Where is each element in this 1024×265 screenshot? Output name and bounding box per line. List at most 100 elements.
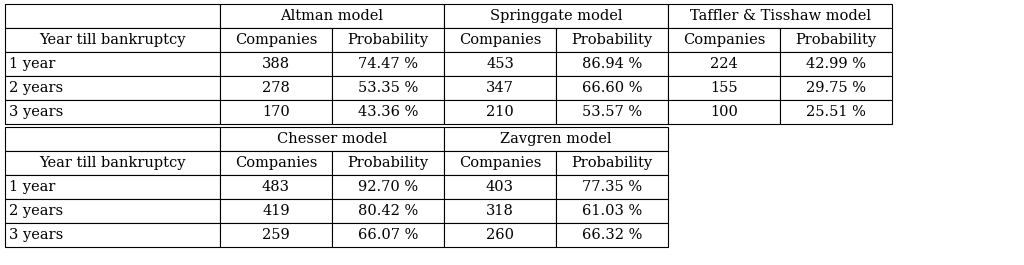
Bar [780,28,892,52]
Text: 66.07 %: 66.07 % [357,228,418,242]
Text: 66.60 %: 66.60 % [582,81,642,95]
Bar [220,100,332,124]
Text: 278: 278 [262,81,290,95]
Text: 2 years: 2 years [9,81,63,95]
Text: Chesser model: Chesser model [276,132,387,146]
Bar [5,100,220,124]
Bar [332,175,444,199]
Text: Probability: Probability [571,156,652,170]
Bar [556,76,668,100]
Text: 100: 100 [710,105,738,119]
Bar [668,52,780,76]
Text: 170: 170 [262,105,290,119]
Text: 403: 403 [486,180,514,194]
Text: 210: 210 [486,105,514,119]
Text: 1 year: 1 year [9,180,55,194]
Bar [332,199,444,223]
Bar [5,76,220,100]
Text: 260: 260 [486,228,514,242]
Text: Companies: Companies [683,33,765,47]
Bar [444,199,556,223]
Bar [5,4,220,28]
Bar [220,76,332,100]
Text: Taffler & Tisshaw model: Taffler & Tisshaw model [689,9,870,23]
Bar [556,199,668,223]
Bar [5,223,220,247]
Bar [5,28,220,52]
Text: 3 years: 3 years [9,105,63,119]
Bar [220,4,444,28]
Bar [220,199,332,223]
Text: 86.94 %: 86.94 % [582,57,642,71]
Text: 1 year: 1 year [9,57,55,71]
Text: Probability: Probability [571,33,652,47]
Text: 347: 347 [486,81,514,95]
Bar [780,76,892,100]
Text: 77.35 %: 77.35 % [582,180,642,194]
Bar [668,100,780,124]
Bar [5,127,220,151]
Bar [444,127,668,151]
Text: 318: 318 [486,204,514,218]
Bar [332,28,444,52]
Bar [220,223,332,247]
Text: 483: 483 [262,180,290,194]
Bar [332,76,444,100]
Bar [444,100,556,124]
Text: Year till bankruptcy: Year till bankruptcy [39,33,185,47]
Text: Zavgren model: Zavgren model [501,132,611,146]
Bar [444,223,556,247]
Text: Probability: Probability [347,33,429,47]
Text: 419: 419 [262,204,290,218]
Bar [220,175,332,199]
Bar [556,100,668,124]
Bar [668,76,780,100]
Bar [556,28,668,52]
Text: 53.35 %: 53.35 % [357,81,418,95]
Text: 80.42 %: 80.42 % [357,204,418,218]
Text: 74.47 %: 74.47 % [358,57,418,71]
Text: 29.75 %: 29.75 % [806,81,866,95]
Text: 42.99 %: 42.99 % [806,57,866,71]
Bar [668,4,892,28]
Text: Year till bankruptcy: Year till bankruptcy [39,156,185,170]
Bar [556,175,668,199]
Text: 92.70 %: 92.70 % [358,180,418,194]
Bar [220,151,332,175]
Text: Companies: Companies [234,33,317,47]
Bar [5,52,220,76]
Bar [332,223,444,247]
Text: 388: 388 [262,57,290,71]
Bar [780,52,892,76]
Text: 259: 259 [262,228,290,242]
Text: 224: 224 [710,57,738,71]
Bar [444,151,556,175]
Text: 453: 453 [486,57,514,71]
Text: Probability: Probability [347,156,429,170]
Text: Probability: Probability [796,33,877,47]
Bar [444,76,556,100]
Text: Companies: Companies [234,156,317,170]
Text: 61.03 %: 61.03 % [582,204,642,218]
Bar [220,28,332,52]
Text: 155: 155 [711,81,738,95]
Bar [220,52,332,76]
Bar [668,28,780,52]
Bar [444,52,556,76]
Text: Altman model: Altman model [281,9,384,23]
Text: 66.32 %: 66.32 % [582,228,642,242]
Bar [332,52,444,76]
Bar [444,28,556,52]
Bar [332,100,444,124]
Bar [5,175,220,199]
Text: 53.57 %: 53.57 % [582,105,642,119]
Bar [556,52,668,76]
Text: 2 years: 2 years [9,204,63,218]
Bar [556,223,668,247]
Bar [220,127,444,151]
Bar [780,100,892,124]
Bar [332,151,444,175]
Bar [444,175,556,199]
Text: 25.51 %: 25.51 % [806,105,866,119]
Text: 3 years: 3 years [9,228,63,242]
